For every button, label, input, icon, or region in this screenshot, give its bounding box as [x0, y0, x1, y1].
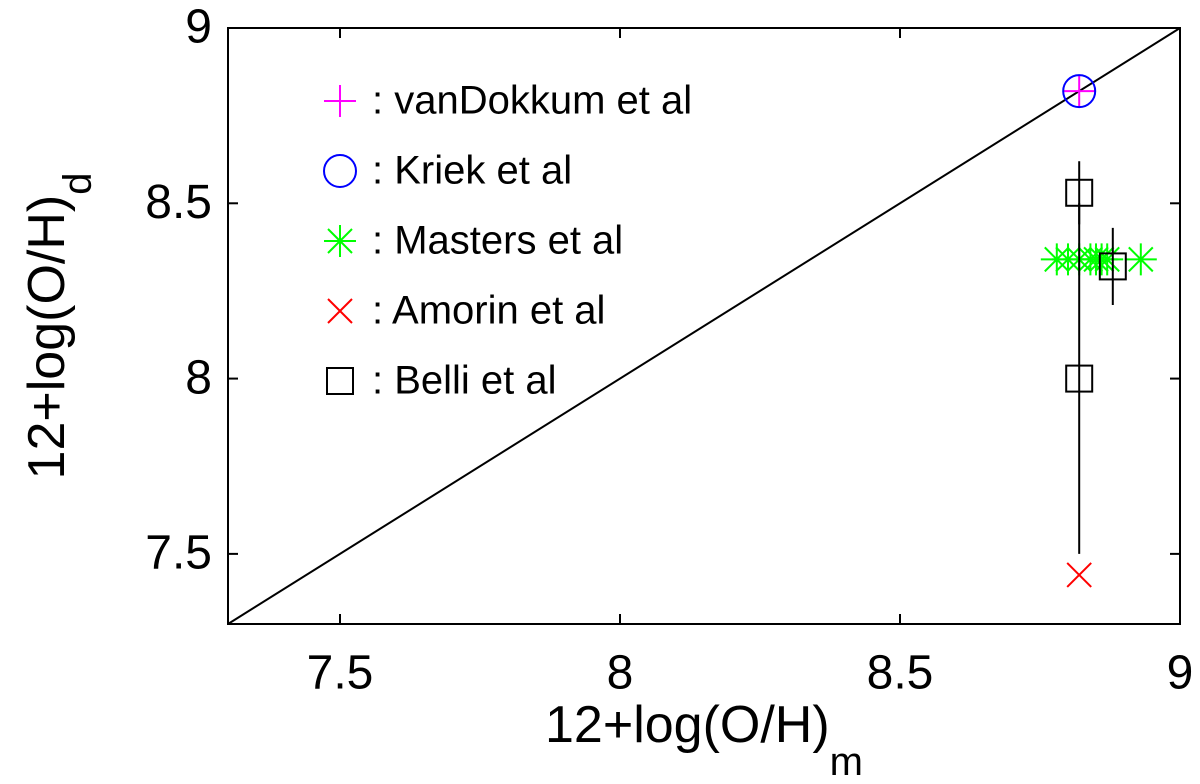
y-axis-label: 12+log(O/H)d	[18, 173, 100, 480]
y-tick-label: 7.5	[145, 527, 212, 580]
legend-label: : Amorin et al	[372, 289, 605, 333]
legend-label: : Belli et al	[372, 359, 557, 403]
x-axis-label-main: 12+log(O/H)	[545, 696, 830, 754]
x-tick-label: 9	[1167, 647, 1194, 700]
y-axis-label-main: 12+log(O/H)	[18, 195, 76, 480]
point	[1066, 562, 1092, 588]
x-axis-label-sub: m	[830, 740, 863, 784]
point	[1065, 364, 1094, 393]
legend-label: : Masters et al	[372, 219, 623, 263]
y-axis-label-sub: d	[56, 173, 100, 195]
legend-marker	[324, 225, 356, 257]
point	[1098, 252, 1127, 281]
point	[1063, 75, 1096, 108]
x-tick-label: 8.5	[867, 647, 934, 700]
y-tick-label: 8	[185, 351, 212, 404]
x-axis-label: 12+log(O/H)m	[545, 696, 863, 784]
legend-marker	[323, 154, 357, 188]
y-tick-label: 9	[185, 1, 212, 54]
identity-line	[227, 27, 1181, 625]
point	[1062, 74, 1097, 109]
legend-label: : vanDokkum et al	[372, 79, 692, 123]
point	[1124, 243, 1157, 276]
legend-marker	[327, 298, 353, 324]
legend-marker	[324, 85, 356, 117]
point	[1091, 243, 1124, 276]
legend-marker	[326, 367, 354, 395]
x-tick-label: 7.5	[307, 647, 374, 700]
y-tick-label: 8.5	[145, 176, 212, 229]
legend-label: : Kriek et al	[372, 149, 572, 193]
x-tick-label: 8	[607, 647, 634, 700]
plot-frame	[227, 27, 1181, 625]
